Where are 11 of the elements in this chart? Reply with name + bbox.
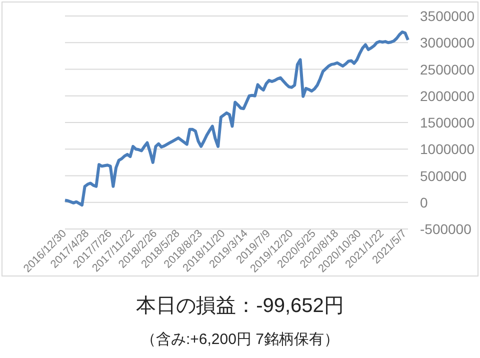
- y-tick-label: 0: [420, 194, 428, 210]
- y-tick-label: 1500000: [420, 114, 475, 130]
- y-tick-label: 1000000: [420, 141, 475, 158]
- annotation: 本日の損益：-99,652円: [136, 295, 344, 317]
- y-tick-label: -500000: [420, 221, 472, 237]
- y-tick-label: 2500000: [420, 61, 475, 78]
- y-tick-label: 500000: [420, 168, 467, 184]
- y-tick-label: 2000000: [420, 88, 475, 104]
- y-tick-label: 3000000: [420, 34, 475, 51]
- annotation: （含み:+6,200円 7銘柄保有）: [141, 331, 339, 348]
- y-tick-label: 3500000: [420, 8, 475, 24]
